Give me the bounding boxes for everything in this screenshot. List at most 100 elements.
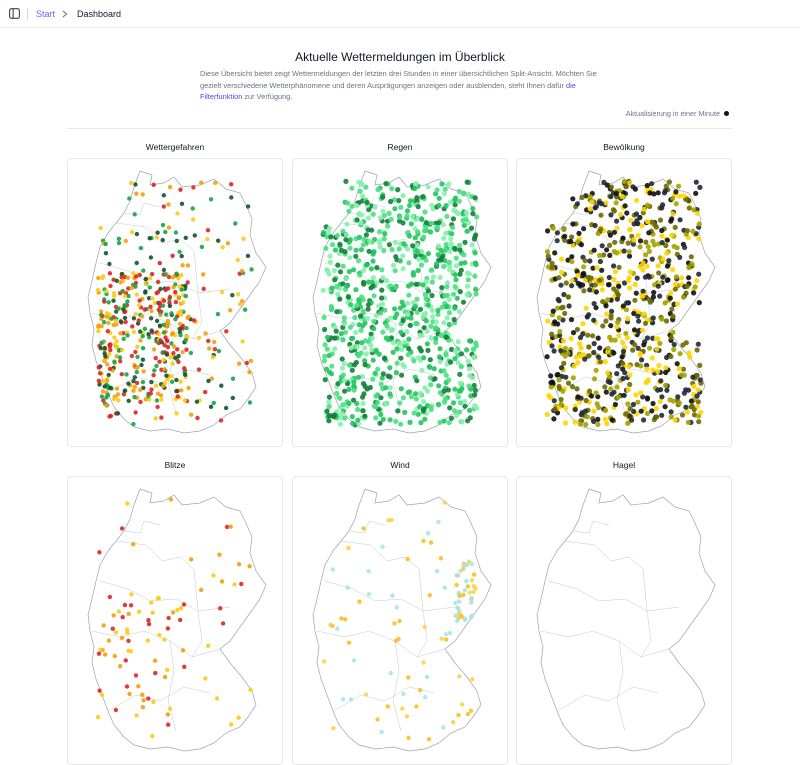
station-marker[interactable] xyxy=(587,206,593,212)
station-marker[interactable] xyxy=(345,200,351,206)
station-marker[interactable] xyxy=(370,275,376,281)
station-marker[interactable] xyxy=(634,275,640,281)
station-marker[interactable] xyxy=(605,345,611,351)
station-marker[interactable] xyxy=(381,236,387,242)
station-marker[interactable] xyxy=(411,358,417,364)
station-marker[interactable] xyxy=(688,404,694,410)
station-marker[interactable] xyxy=(644,263,650,269)
station-marker[interactable] xyxy=(100,692,105,698)
station-marker[interactable] xyxy=(470,676,475,682)
station-marker[interactable] xyxy=(341,321,347,327)
station-marker[interactable] xyxy=(406,346,412,352)
station-marker[interactable] xyxy=(349,414,355,420)
station-marker[interactable] xyxy=(332,277,338,283)
station-marker[interactable] xyxy=(382,307,388,313)
station-marker[interactable] xyxy=(657,398,663,405)
station-marker[interactable] xyxy=(380,194,386,200)
station-marker[interactable] xyxy=(134,380,140,386)
station-marker[interactable] xyxy=(686,205,692,211)
station-marker[interactable] xyxy=(376,240,383,246)
station-marker[interactable] xyxy=(366,248,372,254)
station-marker[interactable] xyxy=(694,278,700,284)
station-marker[interactable] xyxy=(632,186,638,192)
station-marker[interactable] xyxy=(672,286,678,292)
station-marker[interactable] xyxy=(162,637,167,642)
station-marker[interactable] xyxy=(347,255,353,261)
station-marker[interactable] xyxy=(600,323,606,329)
station-marker[interactable] xyxy=(453,348,459,355)
station-marker[interactable] xyxy=(320,287,326,293)
station-marker[interactable] xyxy=(473,291,479,297)
station-marker[interactable] xyxy=(140,705,146,710)
station-marker[interactable] xyxy=(107,271,113,276)
station-marker[interactable] xyxy=(160,222,166,228)
station-marker[interactable] xyxy=(351,387,357,393)
station-marker[interactable] xyxy=(638,408,644,414)
station-marker[interactable] xyxy=(230,376,236,381)
station-marker[interactable] xyxy=(464,283,471,289)
station-marker[interactable] xyxy=(607,252,613,258)
station-marker[interactable] xyxy=(107,366,113,371)
station-marker[interactable] xyxy=(601,252,607,258)
station-marker[interactable] xyxy=(612,337,618,343)
station-marker[interactable] xyxy=(163,272,168,277)
station-marker[interactable] xyxy=(95,714,101,720)
station-marker[interactable] xyxy=(357,188,363,194)
station-marker[interactable] xyxy=(441,725,446,730)
station-marker[interactable] xyxy=(570,242,576,248)
station-marker[interactable] xyxy=(110,626,115,631)
station-marker[interactable] xyxy=(557,332,563,339)
station-marker[interactable] xyxy=(582,356,588,362)
station-marker[interactable] xyxy=(671,346,677,353)
station-marker[interactable] xyxy=(611,389,617,395)
station-marker[interactable] xyxy=(585,332,591,338)
station-marker[interactable] xyxy=(465,711,471,717)
station-marker[interactable] xyxy=(182,398,187,403)
station-marker[interactable] xyxy=(335,291,341,297)
station-marker[interactable] xyxy=(599,287,605,293)
station-marker[interactable] xyxy=(694,347,700,353)
station-marker[interactable] xyxy=(569,254,575,260)
station-marker[interactable] xyxy=(151,347,157,352)
station-marker[interactable] xyxy=(418,262,425,268)
station-marker[interactable] xyxy=(672,281,678,287)
station-marker[interactable] xyxy=(602,384,608,390)
station-marker[interactable] xyxy=(433,319,439,325)
station-marker[interactable] xyxy=(397,618,402,624)
station-marker[interactable] xyxy=(140,314,145,319)
station-marker[interactable] xyxy=(545,318,551,324)
station-marker[interactable] xyxy=(429,292,435,299)
station-marker[interactable] xyxy=(430,274,436,280)
station-marker[interactable] xyxy=(608,323,614,329)
station-marker[interactable] xyxy=(162,674,168,680)
station-marker[interactable] xyxy=(386,518,391,523)
station-marker[interactable] xyxy=(668,409,674,415)
station-marker[interactable] xyxy=(143,277,148,282)
station-marker[interactable] xyxy=(121,392,127,397)
station-marker[interactable] xyxy=(461,562,467,568)
station-marker[interactable] xyxy=(420,282,426,288)
station-marker[interactable] xyxy=(149,328,154,333)
station-marker[interactable] xyxy=(183,293,188,299)
station-marker[interactable] xyxy=(669,306,675,312)
station-marker[interactable] xyxy=(461,398,468,405)
station-marker[interactable] xyxy=(441,235,447,241)
station-marker[interactable] xyxy=(125,333,130,338)
station-marker[interactable] xyxy=(400,395,406,401)
station-marker[interactable] xyxy=(321,659,327,664)
station-marker[interactable] xyxy=(639,357,645,363)
station-marker[interactable] xyxy=(575,360,581,366)
station-marker[interactable] xyxy=(180,648,186,653)
station-marker[interactable] xyxy=(363,184,369,190)
station-marker[interactable] xyxy=(328,234,334,240)
station-marker[interactable] xyxy=(415,411,421,417)
station-marker[interactable] xyxy=(604,247,610,253)
station-marker[interactable] xyxy=(649,355,655,361)
station-marker[interactable] xyxy=(393,638,399,643)
station-marker[interactable] xyxy=(604,182,610,188)
station-marker[interactable] xyxy=(466,559,472,564)
station-marker[interactable] xyxy=(602,359,608,365)
station-marker[interactable] xyxy=(244,360,249,366)
station-marker[interactable] xyxy=(696,413,702,419)
station-marker[interactable] xyxy=(649,408,655,414)
